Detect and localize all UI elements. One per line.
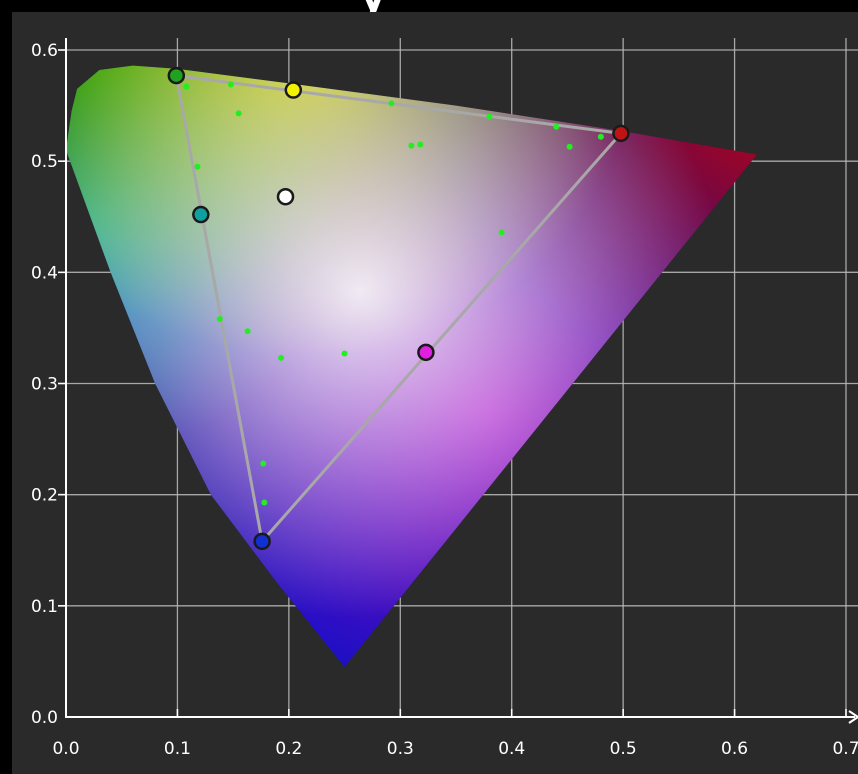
cyan-marker (192, 205, 210, 224)
y-tick-label: 0.5 (31, 152, 58, 172)
measurement-point (597, 133, 604, 140)
x-tick-label: 0.7 (832, 739, 858, 759)
title-fragment: y (360, 0, 420, 12)
blue-marker (253, 532, 271, 551)
target-markers (167, 66, 630, 551)
y-tick-label: 0.1 (31, 597, 58, 617)
x-tick-label: 0.1 (164, 739, 191, 759)
magenta-marker (417, 343, 435, 362)
y-tick-label: 0.3 (31, 375, 58, 395)
x-tick-label: 0.5 (610, 739, 637, 759)
measurement-point (566, 143, 573, 150)
white-marker (276, 187, 295, 206)
x-tick-label: 0.2 (275, 739, 302, 759)
measurement-point (216, 316, 223, 323)
measurement-point (408, 142, 415, 149)
x-tick-label: 0.3 (387, 739, 414, 759)
measurement-point (261, 499, 268, 506)
measurement-point (417, 141, 424, 148)
measurement-point (498, 229, 505, 236)
measurement-point (260, 460, 267, 467)
measurement-point (194, 163, 201, 170)
measurement-point (235, 110, 242, 117)
measurement-point (341, 350, 348, 357)
gamut-triangle (174, 74, 623, 543)
y-tick-label: 0.0 (31, 708, 58, 728)
measurement-point (227, 81, 234, 88)
green-marker (167, 66, 186, 85)
measurement-point (244, 328, 251, 335)
measurement-point (553, 123, 560, 130)
x-tick-label: 0.6 (721, 739, 748, 759)
x-tick-label: 0.0 (52, 739, 79, 759)
x-axis-arrow (848, 710, 858, 724)
y-tick-label: 0.2 (31, 486, 58, 506)
x-tick-label: 0.4 (498, 739, 525, 759)
y-tick-label: 0.4 (31, 263, 58, 283)
measurement-point (388, 100, 395, 107)
measurement-point (183, 83, 190, 90)
y-tick-label: 0.6 (31, 41, 58, 61)
gamut-triangle-outline (174, 74, 623, 543)
axes: 0.0 0.1 0.2 0.3 0.4 0.5 0.6 0.7 0.0 0.1 0.2 0.3 0.4 0… (31, 38, 858, 759)
yellow-marker (284, 81, 303, 99)
red-marker (612, 124, 630, 143)
measurement-point (486, 113, 493, 120)
measurement-point (278, 354, 285, 361)
